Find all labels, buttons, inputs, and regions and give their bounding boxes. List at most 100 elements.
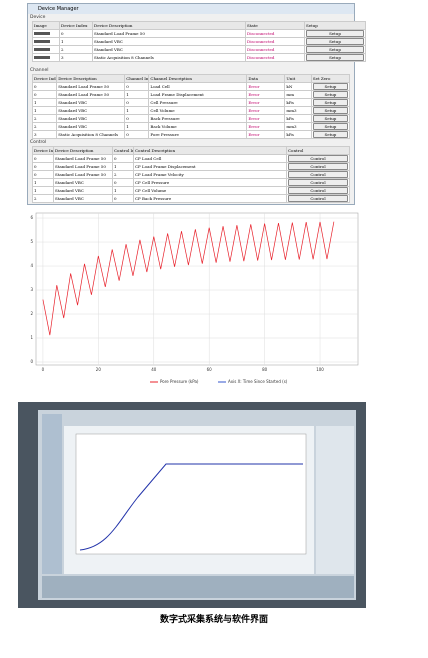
table-row: 0 Standard Load Frame 50 Disconnected Setup (32, 29, 366, 38)
button[interactable]: Setup (306, 30, 364, 37)
cell-text: CP Load Cell (135, 156, 162, 161)
button[interactable]: Setup (312, 115, 348, 122)
cell: Standard Load Frame 50 (53, 162, 113, 171)
button[interactable]: Setup (312, 107, 348, 114)
cell: Error (246, 98, 286, 107)
cell: Error (246, 130, 286, 139)
button[interactable]: Setup (312, 91, 348, 98)
monitor-photo (18, 402, 366, 608)
cell: 1 (112, 162, 134, 171)
cell: 1 (32, 178, 54, 187)
cell: CP Load Frame Displacement (133, 162, 287, 171)
cell-text: kPa (286, 116, 294, 121)
cell: Load Frame Displacement (148, 90, 248, 99)
cell: Disconnected (245, 29, 305, 38)
cell: Disconnected (245, 37, 305, 46)
table-row: 2 Standard VBC 1 Back Volume Error mm3 Setup (31, 122, 351, 131)
cell-text: Disconnected (247, 47, 275, 52)
button[interactable]: Setup (312, 99, 348, 106)
bottom-panel (42, 576, 354, 598)
y-tick-label: 1 (30, 335, 33, 340)
cell: 0 (124, 114, 150, 123)
icon-cell (32, 53, 60, 62)
column-header: Control Index (112, 146, 134, 155)
column-header: Channel Index (124, 74, 150, 83)
cell: 0 (59, 29, 93, 38)
cell: Setup (310, 130, 351, 139)
cell-text: 0 (126, 116, 129, 121)
title-bar: Device Manager (28, 4, 354, 14)
cell-text: 1 (126, 108, 129, 113)
cell-text: kPa (286, 132, 294, 137)
cell-text: mm (286, 92, 294, 97)
cell: 3 (59, 53, 93, 62)
cell: Standard VBC (53, 178, 113, 187)
column-header: State (245, 21, 305, 30)
table-row: 0 Standard Load Frame 50 1 Load Frame Displ… (31, 90, 351, 99)
button[interactable]: Setup (312, 131, 348, 138)
table-row: 1 Standard VBC Disconnected Setup (32, 37, 366, 46)
cell-text: kPa (286, 100, 294, 105)
cell-text: Standard Load Frame 50 (55, 156, 106, 161)
cell-text: 0 (34, 164, 37, 169)
y-tick-label: 4 (30, 263, 33, 268)
cell-text: 1 (114, 164, 117, 169)
button[interactable]: Control (288, 155, 348, 162)
cell-text: 0 (114, 196, 117, 201)
cell-text: Back Pressure (150, 116, 180, 121)
device-icon (34, 40, 50, 43)
cell: 2 (31, 122, 58, 131)
device-manager-window: Device Manager Device Channel Control Im… (27, 3, 366, 205)
cell: Cell Volume (148, 106, 248, 115)
cell: kPa (284, 114, 312, 123)
cell: Setup (304, 45, 366, 54)
cell: 0 (124, 130, 150, 139)
cell: 1 (59, 37, 93, 46)
legend-label: Pore Pressure (kPa) (160, 379, 199, 384)
x-tick-label: 20 (96, 367, 102, 372)
y-tick-label: 2 (30, 311, 33, 316)
cell: Standard Load Frame 50 (56, 90, 126, 99)
right-panel (316, 426, 354, 574)
cell-text: Standard VBC (55, 188, 84, 193)
button[interactable]: Setup (312, 83, 348, 90)
button[interactable]: Control (288, 171, 348, 178)
button[interactable]: Control (288, 187, 348, 194)
button[interactable]: Control (288, 163, 348, 170)
button[interactable]: Control (288, 195, 348, 202)
cell: Standard VBC (92, 37, 246, 46)
cell: 2 (112, 170, 134, 179)
cell: Standard Load Frame 50 (53, 154, 113, 163)
cell-text: Standard Load Frame 50 (55, 164, 106, 169)
cell: Control (286, 186, 350, 195)
cell-text: 0 (114, 180, 117, 185)
button[interactable]: Setup (312, 123, 348, 130)
button[interactable]: Control (288, 179, 348, 186)
button[interactable]: Setup (306, 54, 364, 61)
column-header: Setup (304, 21, 366, 30)
y-tick-label: 5 (30, 239, 33, 244)
button[interactable]: Setup (306, 38, 364, 45)
cell: 1 (31, 106, 58, 115)
data-line (42, 221, 335, 336)
cell: CP Back Pressure (133, 194, 287, 203)
cell-text: Load Cell (150, 84, 170, 89)
cell-text: Error (248, 108, 260, 113)
y-tick-label: 6 (30, 215, 33, 220)
cell-text: CP Load Frame Velocity (135, 172, 184, 177)
cell: Setup (310, 90, 351, 99)
button[interactable]: Setup (306, 46, 364, 53)
cell-text: Standard Load Frame 50 (94, 31, 145, 36)
cell-text: Load Frame Displacement (150, 92, 204, 97)
header-row: Image Device Index Device Description State… (32, 21, 366, 30)
cell: Error (246, 114, 286, 123)
cell: Standard Load Frame 50 (56, 82, 126, 91)
cell-text: 1 (61, 39, 64, 44)
cell: kPa (284, 98, 312, 107)
cell: CP Cell Pressure (133, 178, 287, 187)
cell: mm3 (284, 122, 312, 131)
table-row: 0 Standard Load Frame 50 1 CP Load Frame Di… (32, 162, 350, 171)
icon-cell (32, 29, 60, 38)
